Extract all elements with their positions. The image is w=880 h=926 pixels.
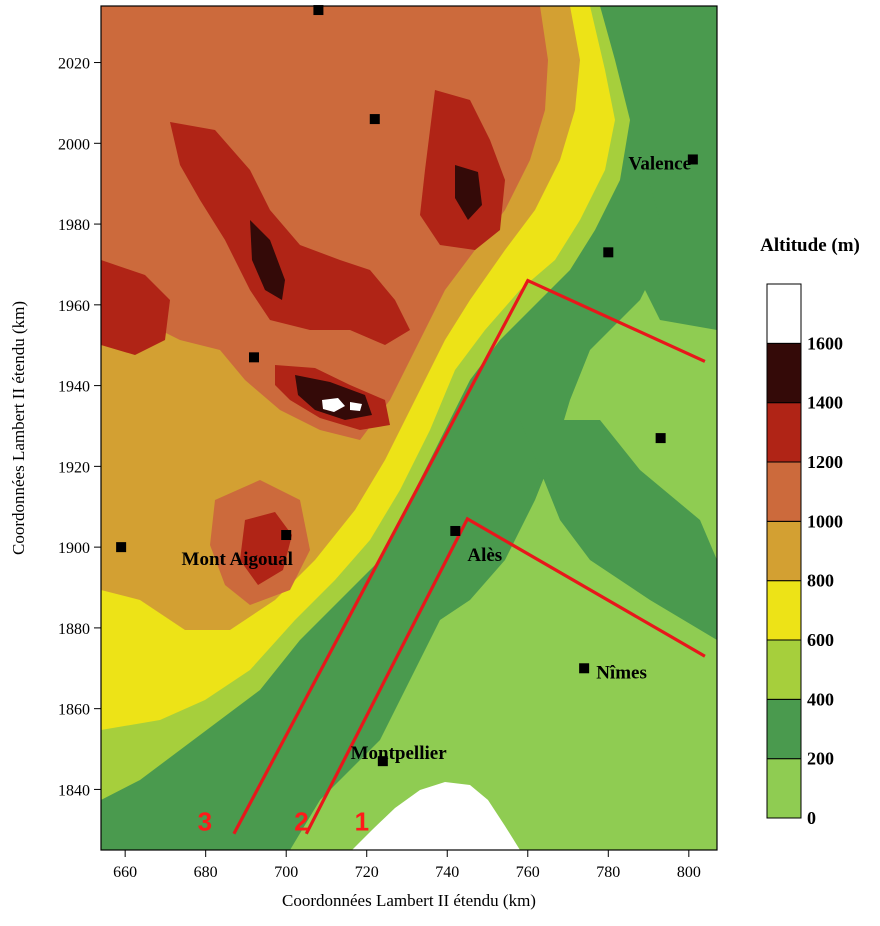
city-marker	[450, 525, 461, 536]
city-label: Nîmes	[596, 662, 647, 683]
zone-number: 2	[294, 807, 308, 837]
legend-swatch	[766, 461, 802, 522]
x-axis: 660 680 700 720 740 760 780 800	[113, 850, 701, 881]
y-tick-label: 1940	[58, 379, 90, 396]
zone-boundary-line	[232, 278, 706, 835]
legend-swatch	[766, 698, 802, 760]
altitude-legend: 0 200 400 600 800 1000 1200 1400 1600	[766, 283, 843, 828]
station-square-marker	[655, 433, 666, 444]
map-frame	[100, 5, 718, 851]
station-square-marker	[603, 247, 614, 258]
legend-swatch	[766, 283, 802, 344]
y-axis-title: Coordonnées Lambert II étendu (km)	[9, 301, 28, 555]
legend-level-label: 1200	[807, 452, 843, 472]
y-tick-label: 2000	[58, 136, 90, 153]
y-tick-label: 1880	[58, 621, 90, 638]
x-tick-label: 740	[435, 864, 459, 881]
city-marker	[687, 154, 698, 165]
zone-number: 3	[198, 807, 212, 837]
terrain-1400-1600-north	[455, 165, 482, 220]
y-tick-label: 1980	[58, 217, 90, 234]
terrain-1400-1600-ridge	[250, 220, 285, 300]
city-label: Alès	[467, 545, 502, 566]
x-tick-label: 720	[355, 864, 379, 881]
x-tick-label: 700	[274, 864, 298, 881]
legend-level-label: 800	[807, 571, 834, 591]
legend-level-label: 200	[807, 749, 834, 769]
city-label: Valence	[628, 153, 691, 174]
legend-swatch	[766, 639, 802, 700]
city-marker	[281, 530, 292, 541]
legend-level-label: 1400	[807, 393, 843, 413]
y-tick-label: 1900	[58, 540, 90, 557]
y-tick-label: 1860	[58, 702, 90, 719]
zone-labels: 1 2 3	[198, 807, 369, 837]
terrain-1200-1400-aigoual	[240, 512, 292, 585]
terrain-1200-1400-ridge	[170, 122, 410, 345]
zone-boundaries	[232, 278, 706, 835]
cities	[281, 154, 698, 767]
city-label: Montpellier	[351, 743, 448, 764]
city-labels: Valence Mont Aigoual Alès Nîmes Montpellier	[182, 153, 692, 764]
y-tick-label: 1920	[58, 459, 90, 476]
y-tick-label: 1840	[58, 782, 90, 799]
city-marker	[579, 663, 590, 674]
zone-boundary-line	[304, 516, 706, 835]
terrain-1600-plus	[322, 398, 362, 412]
y-axis: 1840 1860 1880 1900 1920 1940 1960 1980 2000 2020	[58, 56, 101, 799]
station-square-marker	[116, 542, 127, 553]
legend-level-label: 0	[807, 808, 816, 828]
x-tick-label: 660	[113, 864, 137, 881]
legend-swatch	[766, 580, 802, 641]
legend-swatch	[766, 342, 802, 404]
x-tick-label: 760	[516, 864, 540, 881]
terrain-200-400-patch	[520, 420, 717, 640]
zone-number: 1	[355, 807, 369, 837]
relief-map	[101, 6, 717, 850]
y-tick-label: 2020	[58, 56, 90, 73]
legend-level-label: 1000	[807, 511, 843, 531]
legend-level-label: 600	[807, 630, 834, 650]
other-stations	[116, 5, 666, 553]
station-square-marker	[313, 5, 324, 16]
legend-level-label: 400	[807, 689, 834, 709]
y-tick-label: 1960	[58, 298, 90, 315]
station-square-marker	[369, 114, 380, 125]
legend-swatch	[766, 402, 802, 463]
legend-swatch	[766, 520, 802, 582]
city-marker	[377, 756, 388, 767]
station-square-marker	[248, 352, 259, 363]
legend-level-label: 1600	[807, 333, 843, 353]
terrain-200-400-east	[600, 10, 717, 330]
terrain-1200-1400-west	[101, 260, 170, 355]
x-tick-label: 680	[194, 864, 218, 881]
x-axis-title: Coordonnées Lambert II étendu (km)	[282, 891, 536, 910]
sea	[352, 782, 520, 850]
legend-swatch	[766, 758, 802, 819]
city-label: Mont Aigoual	[182, 549, 293, 570]
x-tick-label: 800	[677, 864, 701, 881]
legend-title: Altitude (m)	[760, 235, 860, 256]
x-tick-label: 780	[596, 864, 620, 881]
